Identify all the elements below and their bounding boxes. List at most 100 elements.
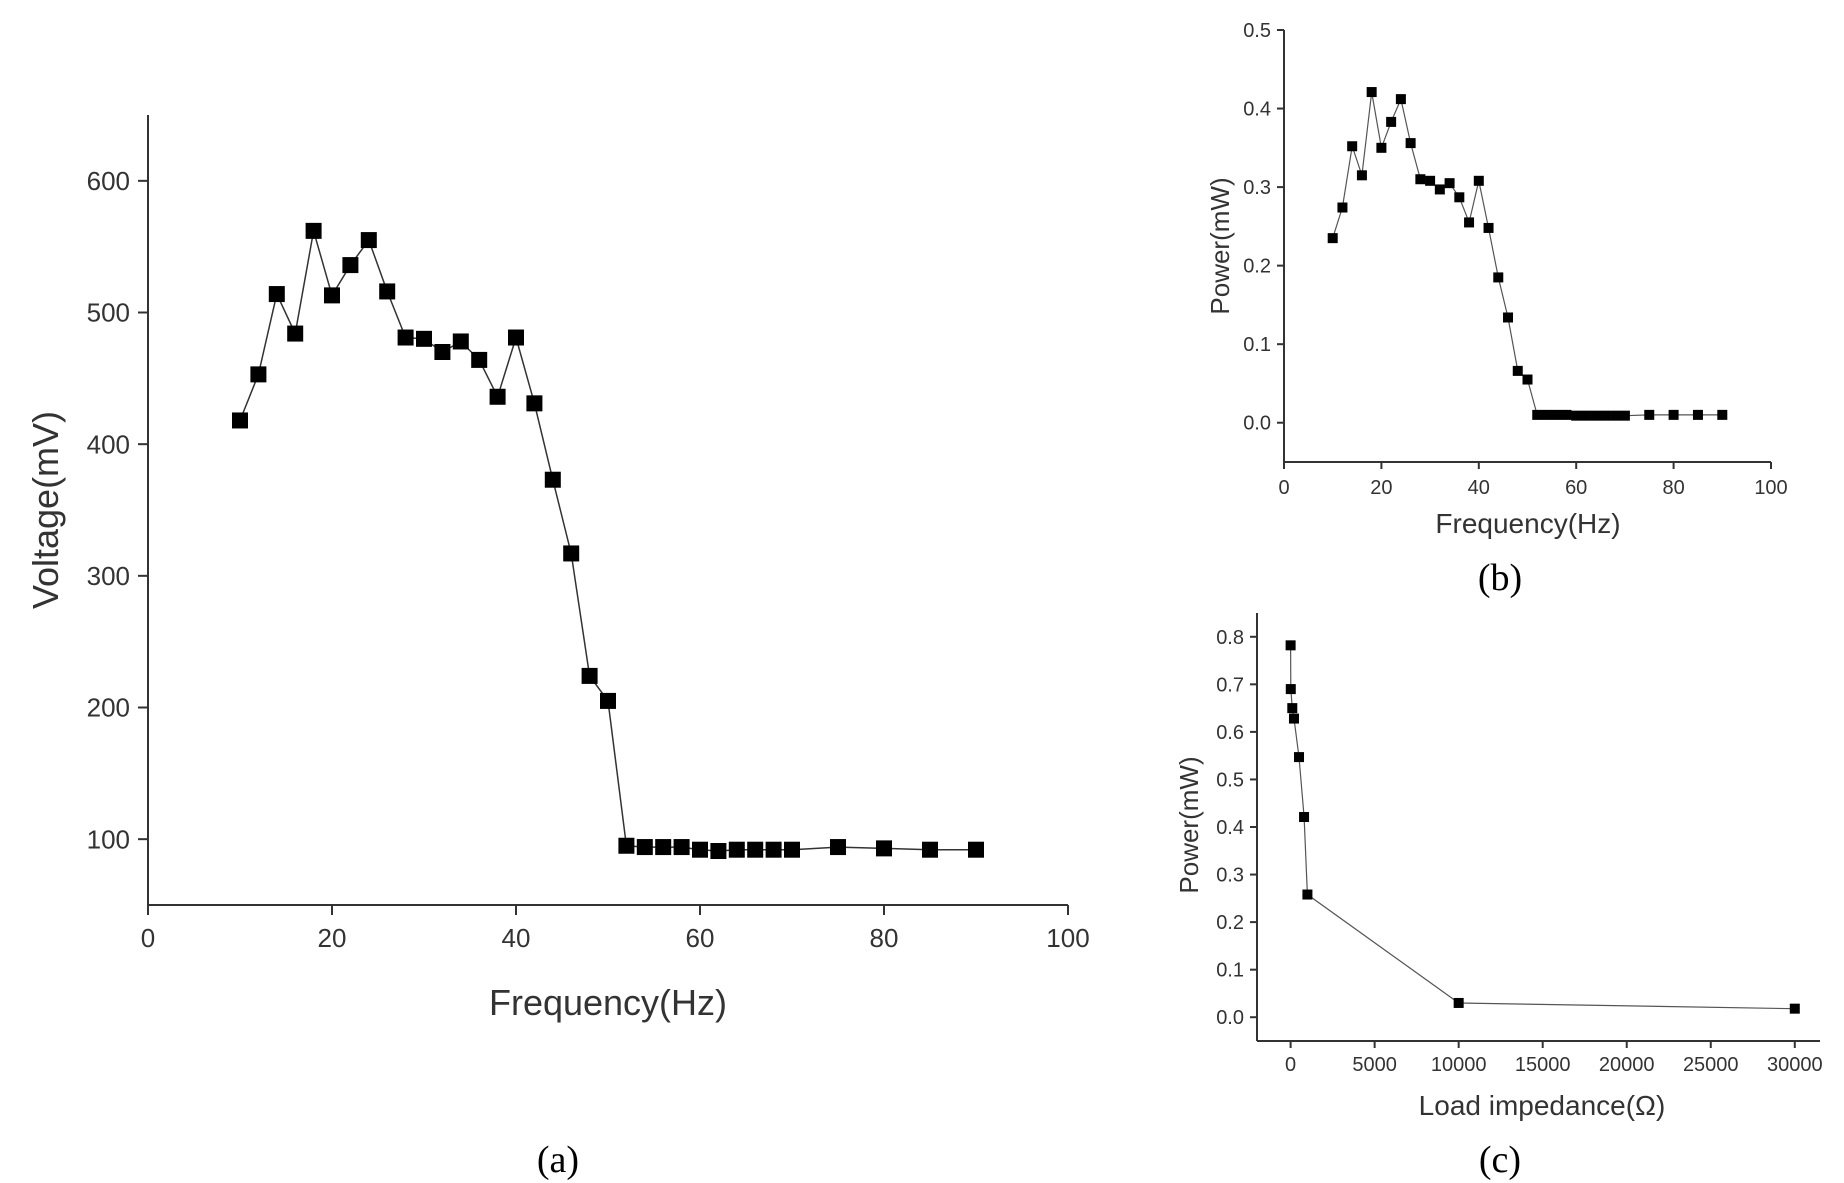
markers-a <box>232 222 984 860</box>
data-point-marker <box>747 841 764 858</box>
data-point-marker <box>1302 889 1313 900</box>
panel-label-c: (c) <box>1479 1139 1521 1181</box>
data-point-marker <box>1493 272 1504 283</box>
y-tick-label: 0.0 <box>1243 413 1271 435</box>
y-tick-label: 0.3 <box>1216 865 1244 887</box>
series-line-c <box>1289 645 1795 1010</box>
y-tick-label: 0.4 <box>1216 817 1244 839</box>
y-tick-label: 0.2 <box>1216 912 1244 934</box>
data-point-marker <box>1512 365 1523 376</box>
x-tick-label: 100 <box>1046 923 1089 953</box>
data-point-marker <box>1287 703 1298 714</box>
data-point-marker <box>1580 410 1591 421</box>
data-point-marker <box>1692 409 1703 420</box>
data-point-marker <box>1285 684 1296 695</box>
x-axis-title-b: Frequency(Hz) <box>1435 508 1620 539</box>
data-point-marker <box>305 222 322 239</box>
data-point-marker <box>600 692 616 709</box>
x-tick-label: 40 <box>1468 477 1490 499</box>
y-tick-label: 600 <box>87 166 130 196</box>
data-point-marker <box>765 841 782 858</box>
data-point-marker <box>397 329 414 346</box>
data-point-marker <box>416 330 432 347</box>
y-tick-label: 0.8 <box>1216 627 1244 649</box>
x-axis-title-a: Frequency(Hz) <box>489 982 727 1023</box>
data-point-marker <box>922 841 938 858</box>
data-point-marker <box>1561 409 1572 420</box>
data-point-marker <box>1337 202 1348 213</box>
data-point-marker <box>1503 312 1514 323</box>
x-tick-label: 60 <box>1565 477 1587 499</box>
x-tick-label: 100 <box>1754 477 1787 499</box>
markers-b <box>1327 87 1728 421</box>
data-point-marker <box>1444 178 1455 189</box>
data-point-marker <box>544 471 561 488</box>
y-tick-label: 0.1 <box>1243 334 1271 356</box>
x-tick-label: 20 <box>1370 477 1392 499</box>
data-point-marker <box>1644 409 1655 420</box>
data-point-marker <box>710 843 727 860</box>
data-point-marker <box>1366 87 1377 98</box>
data-point-marker <box>471 351 488 368</box>
data-point-marker <box>1541 409 1552 420</box>
data-point-marker <box>1386 116 1397 127</box>
data-point-marker <box>452 333 469 350</box>
ticks-c: 0 5000 10000 15000 20000 25000 30000 0.0 0.1 0.2 0… <box>1216 627 1822 1076</box>
data-point-marker <box>1299 812 1310 823</box>
x-tick-label: 60 <box>686 923 715 953</box>
x-tick-label: 0 <box>1285 1054 1296 1076</box>
data-point-marker <box>1600 410 1611 421</box>
data-point-marker <box>342 257 359 274</box>
x-tick-label: 30000 <box>1767 1054 1823 1076</box>
data-point-marker <box>655 839 672 856</box>
y-axis-title-a: Voltage(mV) <box>25 411 66 609</box>
data-point-marker <box>324 287 340 304</box>
data-point-marker <box>1294 752 1305 763</box>
data-point-marker <box>1285 640 1296 651</box>
y-tick-label: 0.2 <box>1243 256 1271 278</box>
y-tick-label: 100 <box>87 824 130 854</box>
data-point-marker <box>526 395 543 412</box>
data-point-marker <box>1376 142 1387 153</box>
data-point-marker <box>1789 1003 1800 1014</box>
y-tick-label: 0.5 <box>1243 20 1271 42</box>
data-point-marker <box>1454 192 1465 203</box>
data-point-marker <box>360 232 377 249</box>
y-tick-label: 500 <box>87 298 130 328</box>
data-point-marker <box>232 412 248 429</box>
y-tick-label: 0.1 <box>1216 960 1244 982</box>
chart-panel-a: 0 20 40 60 80 100 100 200 300 400 500 600 Frequency… <box>25 115 1090 1181</box>
x-tick-label: 20000 <box>1599 1054 1655 1076</box>
y-tick-label: 0.0 <box>1216 1007 1244 1029</box>
data-point-marker <box>1405 138 1416 149</box>
y-tick-label: 0.4 <box>1243 99 1271 121</box>
x-axis-title-c: Load impedance(Ω) <box>1419 1090 1666 1121</box>
x-tick-label: 20 <box>318 923 347 953</box>
series-line-a <box>239 230 976 852</box>
chart-panel-c: 0 5000 10000 15000 20000 25000 30000 0.0 0.1 0.2 0… <box>1174 613 1823 1181</box>
data-point-marker <box>287 325 304 342</box>
data-point-marker <box>1473 175 1484 186</box>
y-tick-label: 200 <box>87 693 130 723</box>
data-point-marker <box>1551 409 1562 420</box>
data-point-marker <box>1532 409 1543 420</box>
data-point-marker <box>1619 410 1630 421</box>
y-axis-title-b: Power(mW) <box>1205 177 1235 314</box>
data-point-marker <box>434 344 451 360</box>
x-tick-label: 40 <box>502 923 531 953</box>
y-tick-label: 400 <box>87 429 130 459</box>
data-point-marker <box>1483 222 1494 233</box>
y-tick-label: 300 <box>87 561 130 591</box>
data-point-marker <box>728 841 745 858</box>
data-point-marker <box>876 840 892 857</box>
chart-panel-b: 0 20 40 60 80 100 0.0 0.1 0.2 0.3 0.4 0.5 Frequency… <box>1205 20 1788 599</box>
markers-c <box>1285 640 1800 1014</box>
data-point-marker <box>1347 141 1358 152</box>
data-point-marker <box>581 667 598 684</box>
y-tick-label: 0.7 <box>1216 674 1244 696</box>
data-point-marker <box>1522 374 1533 385</box>
panel-label-b: (b) <box>1478 557 1522 599</box>
y-tick-label: 0.6 <box>1216 722 1244 744</box>
data-point-marker <box>1434 184 1445 195</box>
